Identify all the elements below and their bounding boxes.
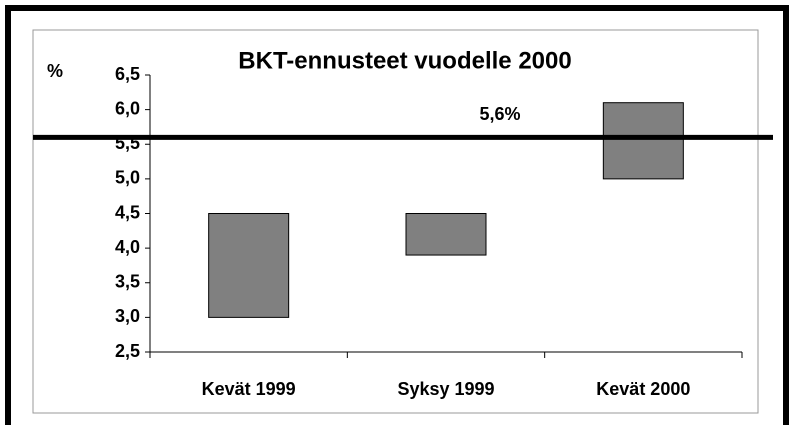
y-tick-label: 6,5 bbox=[115, 64, 140, 84]
bar bbox=[602, 102, 684, 180]
y-tick-label: 3,5 bbox=[115, 272, 140, 292]
bar bbox=[208, 213, 290, 318]
bar bbox=[405, 213, 487, 256]
y-axis-label: % bbox=[47, 61, 63, 81]
x-tick-label: Kevät 2000 bbox=[596, 379, 690, 399]
x-tick-label: Kevät 1999 bbox=[202, 379, 296, 399]
reference-label: 5,6% bbox=[479, 104, 520, 124]
y-tick-label: 6,0 bbox=[115, 98, 140, 118]
plot-frame bbox=[32, 29, 759, 414]
y-tick-label: 5,0 bbox=[115, 168, 140, 188]
y-tick-label: 4,5 bbox=[115, 202, 140, 222]
chart-title: BKT-ennusteet vuodelle 2000 bbox=[238, 47, 571, 74]
y-tick-label: 3,0 bbox=[115, 306, 140, 326]
y-tick-label: 2,5 bbox=[115, 341, 140, 361]
x-tick-label: Syksy 1999 bbox=[397, 379, 494, 399]
y-tick-label: 4,0 bbox=[115, 237, 140, 257]
